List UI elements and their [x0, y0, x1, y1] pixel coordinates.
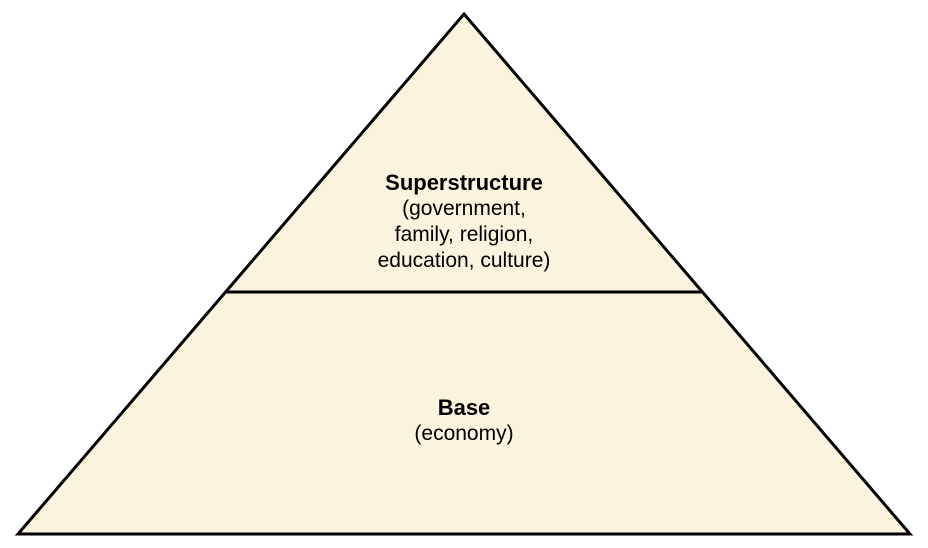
top-title: Superstructure [294, 170, 634, 196]
bottom-section-label: Base (economy) [294, 395, 634, 447]
top-sub-1: family, religion, [294, 222, 634, 248]
bottom-title: Base [294, 395, 634, 421]
top-section-label: Superstructure (government, family, reli… [294, 170, 634, 274]
top-sub-2: education, culture) [294, 248, 634, 274]
top-sub-0: (government, [294, 196, 634, 222]
pyramid-triangle [18, 14, 910, 534]
pyramid-svg [0, 0, 928, 548]
bottom-sub-0: (economy) [294, 421, 634, 447]
pyramid-diagram: Superstructure (government, family, reli… [0, 0, 928, 548]
